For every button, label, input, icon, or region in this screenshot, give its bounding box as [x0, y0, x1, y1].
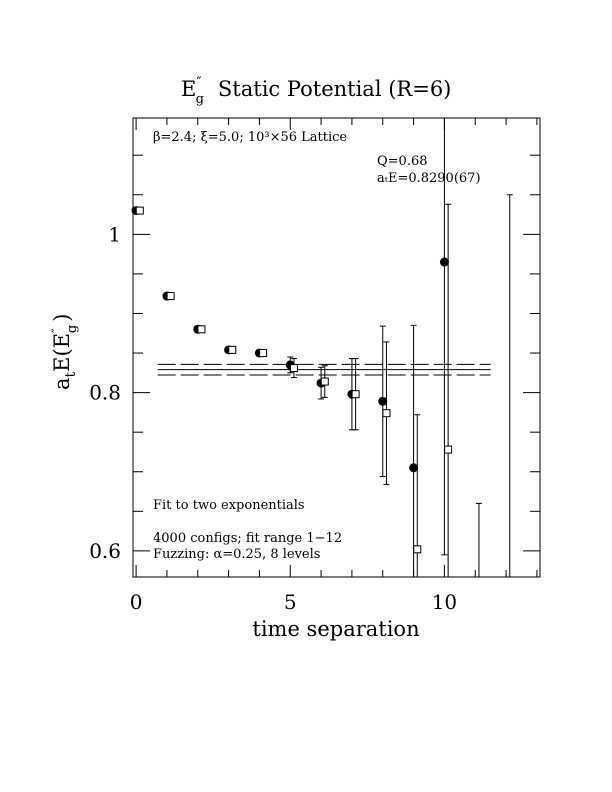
x-tick-label: 5: [284, 590, 297, 614]
q-label: Q=0.68: [377, 154, 428, 169]
data-point-open: [413, 545, 422, 554]
ylabel-sub: t: [63, 371, 79, 377]
data-point-open: [135, 206, 144, 215]
data-point-filled: [409, 463, 419, 473]
note-line-3: Fuzzing: α=0.25, 8 levels: [153, 547, 320, 562]
x-tick-label: 10: [432, 590, 457, 614]
data-point-open: [197, 325, 206, 334]
data-point-open: [382, 409, 391, 418]
data-point-open: [289, 364, 298, 373]
title-rest: Static Potential (R=6): [218, 77, 451, 101]
y-ticks: 0.6 0.8 1: [89, 154, 540, 563]
data-point-open: [166, 292, 175, 301]
data-point-filled: [378, 396, 388, 406]
data-point-open: [228, 345, 237, 354]
plot-frame: [132, 117, 541, 578]
ylabel-sup: ″: [50, 328, 65, 333]
fit-band: [157, 363, 491, 376]
chart-title: E″ g Static Potential (R=6): [181, 75, 451, 107]
data-point-open: [320, 377, 329, 386]
error-bars: [287, 118, 513, 577]
note-line-2: 4000 configs; fit range 1−12: [153, 531, 342, 546]
lattice-label: β=2.4; ξ=5.0; 10³×56 Lattice: [153, 130, 347, 145]
data-markers: [131, 206, 453, 554]
fit-result-label: aₜE=0.8290(67): [377, 171, 481, 186]
data-point-filled: [439, 257, 449, 267]
y-tick-label: 0.6: [89, 539, 121, 563]
x-axis-label: time separation: [252, 617, 419, 641]
y-tick-label: 1: [108, 222, 121, 246]
x-tick-label: 0: [130, 590, 143, 614]
y-tick-label: 0.8: [89, 381, 121, 405]
ylabel-close: ): [50, 314, 74, 322]
data-point-open: [259, 349, 268, 358]
title-sub: g: [196, 92, 204, 107]
ylabel-main: a: [50, 377, 74, 390]
ylabel-sub2: g: [65, 325, 80, 333]
note-line-1: Fit to two exponentials: [153, 498, 305, 513]
title-main: E: [181, 77, 196, 101]
title-sup: ″: [196, 75, 201, 91]
y-axis-label: atE(E″g): [50, 314, 80, 390]
data-point-open: [351, 390, 360, 399]
data-point-open: [444, 445, 453, 454]
ylabel-rest: E(E: [50, 333, 74, 372]
